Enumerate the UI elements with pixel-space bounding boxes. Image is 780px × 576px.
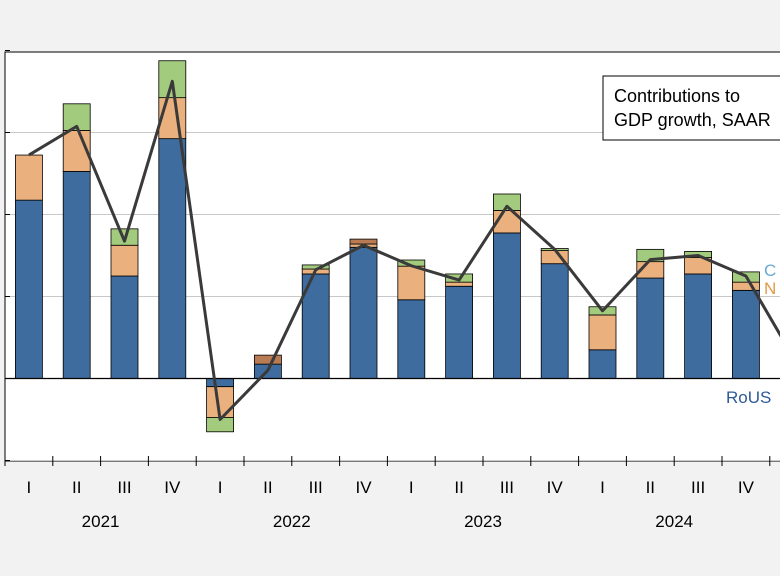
bar-segment-other [349,238,378,245]
bar-segment-ny [397,265,426,301]
bar-segment-rous [14,199,43,379]
x-tick-label: II [263,478,272,497]
bars-group [14,60,760,433]
legend-box: Contributions to GDP growth, SAAR [602,75,780,141]
bar-segment-rous [349,246,378,379]
bar-segment-rous [206,378,235,388]
bar-segment-ny [158,97,187,140]
legend-title-line-1: Contributions to [614,86,740,106]
bar-segment-rous [110,275,139,379]
legend-title-line-2: GDP growth, SAAR [614,110,771,130]
x-tick-label: IV [164,478,181,497]
bar-segment-ny [588,314,617,351]
x-axis: IIIIIIIVIIIIIIIVIIIIIIIVIIIIIIIVI2021202… [4,456,771,531]
bar-segment-rous [492,232,521,379]
bar-segment-ny [14,154,43,201]
x-tick-label: III [500,478,514,497]
bar-segment-rous [588,349,617,379]
series-label-rous: RoUS [726,388,771,407]
bar-segment-rous [397,299,426,379]
bar-segment-rous [62,171,91,379]
bar-segment-ny [732,281,760,291]
x-tick-label: III [691,478,705,497]
bar-segment-rous [445,285,474,379]
x-tick-label: II [646,478,655,497]
year-label: 2022 [273,512,311,531]
x-tick-label: IV [355,478,372,497]
bar-segment-ny [110,244,139,277]
bar-segment-rous [636,277,665,379]
x-tick-label: IV [547,478,564,497]
series-label-ca: C [764,261,776,280]
year-label: 2021 [82,512,120,531]
bar-segment-other [253,354,282,365]
bar-segment-rous [540,263,569,379]
x-tick-label: III [309,478,323,497]
bar-segment-rous [684,273,712,379]
series-label-ny: N [764,279,776,298]
x-tick-label: I [218,478,223,497]
bar-segment-ca [158,60,187,99]
x-tick-label: I [600,478,605,497]
bar-segment-ca [492,193,521,211]
bar-segment-rous [158,138,187,379]
x-tick-label: II [454,478,463,497]
x-tick-label: I [27,478,32,497]
x-tick-label: III [117,478,131,497]
year-label: 2023 [464,512,502,531]
bar-segment-rous [732,289,760,379]
bar-segment-ny [445,281,474,287]
total-growth-line [28,79,780,421]
x-tick-label: I [409,478,414,497]
x-tick-label: II [72,478,81,497]
x-tick-label: IV [738,478,755,497]
year-label: 2024 [655,512,693,531]
